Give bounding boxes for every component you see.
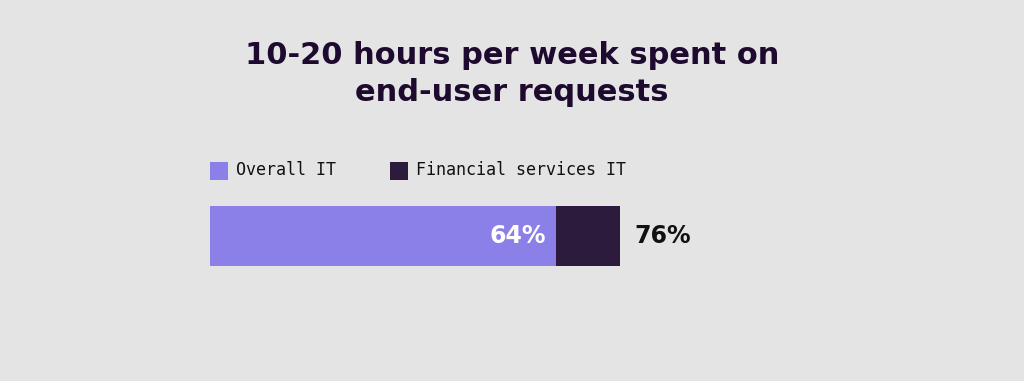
Bar — [390, 162, 408, 180]
Text: Financial services IT: Financial services IT — [416, 161, 626, 179]
Text: 64%: 64% — [489, 224, 546, 248]
Text: 76%: 76% — [635, 224, 691, 248]
Text: 10-20 hours per week spent on
end-user requests: 10-20 hours per week spent on end-user r… — [245, 41, 779, 107]
Bar — [210, 206, 556, 266]
Text: Overall IT: Overall IT — [236, 161, 336, 179]
Bar — [210, 162, 228, 180]
Bar — [556, 206, 621, 266]
